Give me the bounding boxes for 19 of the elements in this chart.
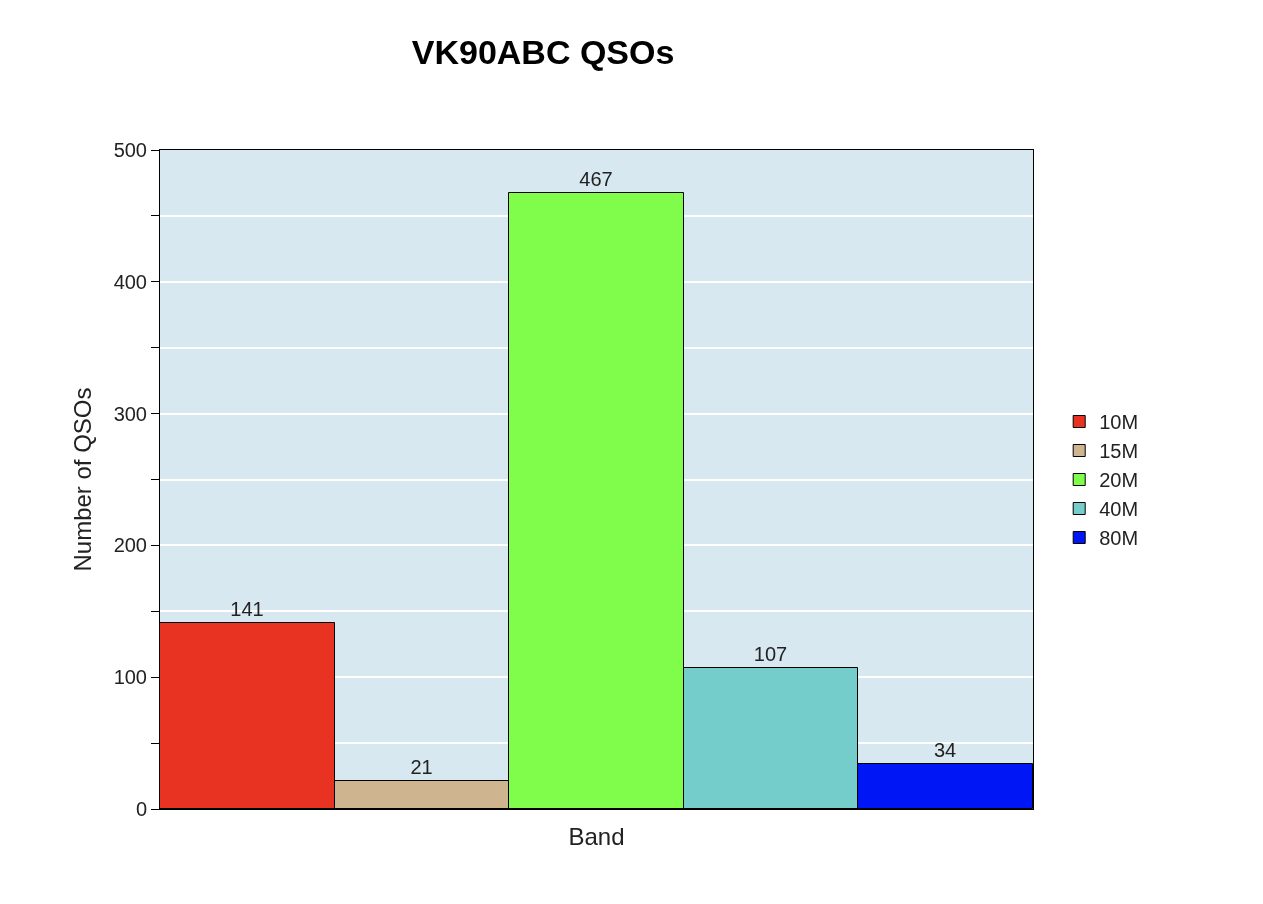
legend-label: 80M [1099,527,1139,550]
y-tick-label: 400 [113,270,147,293]
legend-label: 40M [1099,498,1139,521]
y-tick-label: 500 [113,139,147,161]
y-tick-label: 300 [113,402,147,425]
legend-label: 20M [1099,469,1139,492]
y-tick-label: 100 [113,666,147,689]
legend-label: 10M [1099,411,1139,434]
data-label: 34 [933,738,957,761]
y-axis-title: Number of QSOs [68,387,96,572]
data-label: 21 [410,755,433,778]
y-tick-label: 0 [135,798,147,820]
chart-title: VK90ABC QSOs [411,33,675,72]
data-label: 467 [579,167,613,190]
data-label: 107 [753,642,788,665]
data-label: 141 [230,597,264,620]
y-tick-label: 200 [113,534,147,557]
x-axis-title: Band [568,823,625,851]
legend-label: 15M [1099,440,1139,463]
